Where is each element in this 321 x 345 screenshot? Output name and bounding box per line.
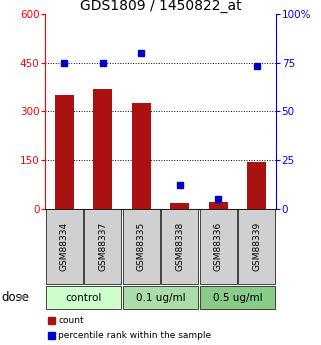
FancyBboxPatch shape [84, 209, 121, 284]
Bar [170, 203, 189, 209]
FancyBboxPatch shape [123, 286, 198, 309]
Text: GSM88337: GSM88337 [98, 222, 107, 271]
FancyBboxPatch shape [123, 209, 160, 284]
Bar [55, 95, 74, 209]
Bar [209, 202, 228, 209]
Bar [247, 161, 266, 209]
Text: GSM88335: GSM88335 [137, 222, 146, 271]
FancyBboxPatch shape [238, 209, 275, 284]
FancyBboxPatch shape [200, 209, 237, 284]
Text: GSM88338: GSM88338 [175, 222, 184, 271]
Text: dose: dose [2, 291, 30, 304]
Text: GSM88334: GSM88334 [60, 222, 69, 271]
Text: 0.1 ug/ml: 0.1 ug/ml [136, 293, 185, 303]
FancyBboxPatch shape [161, 209, 198, 284]
Title: GDS1809 / 1450822_at: GDS1809 / 1450822_at [80, 0, 241, 13]
Text: percentile rank within the sample: percentile rank within the sample [58, 331, 212, 340]
Text: GSM88336: GSM88336 [214, 222, 223, 271]
Text: ►: ► [20, 293, 28, 303]
Text: 0.5 ug/ml: 0.5 ug/ml [213, 293, 262, 303]
Bar [132, 103, 151, 209]
FancyBboxPatch shape [46, 209, 83, 284]
FancyBboxPatch shape [46, 286, 121, 309]
FancyBboxPatch shape [200, 286, 275, 309]
Text: GSM88339: GSM88339 [252, 222, 261, 271]
Text: control: control [65, 293, 102, 303]
Text: count: count [58, 316, 84, 325]
Bar [93, 89, 112, 209]
